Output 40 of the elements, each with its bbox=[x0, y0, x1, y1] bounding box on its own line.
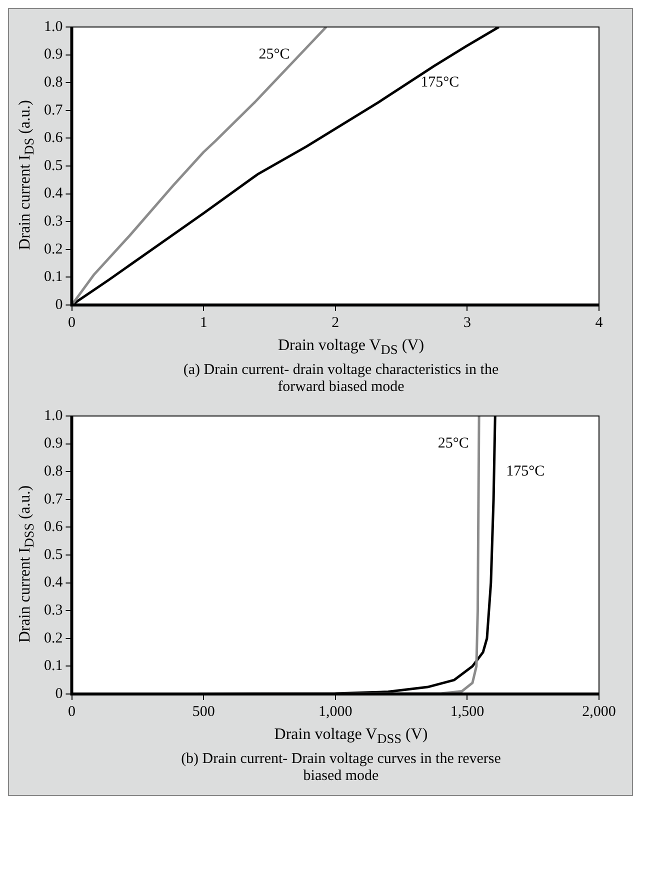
series-label: 175°C bbox=[506, 464, 545, 480]
x-axis-title: Drain voltage V$_{DS}$ (V) bbox=[276, 337, 426, 358]
x-tick-label: 2 bbox=[332, 314, 340, 331]
x-tick-label: 1,500 bbox=[450, 704, 484, 720]
x-tick-label: 0 bbox=[68, 314, 76, 331]
y-tick-label: 0.2 bbox=[44, 630, 63, 647]
series-label: 175°C bbox=[420, 74, 460, 91]
series-label: 25°C bbox=[258, 46, 290, 63]
y-tick-label: 0.1 bbox=[44, 269, 63, 286]
y-tick-label: 0.2 bbox=[44, 241, 63, 258]
x-tick-label: 1 bbox=[200, 314, 208, 331]
y-tick-label: 0.4 bbox=[44, 574, 64, 591]
x-tick-label: 0 bbox=[68, 704, 76, 720]
y-tick-label: 0.7 bbox=[44, 102, 64, 118]
text: (b) Drain current- Drain voltage curves in the reverse biased mode bbox=[180, 751, 502, 786]
y-tick-label: 0.7 bbox=[44, 492, 64, 508]
y-tick-label: 0.1 bbox=[44, 658, 63, 674]
x-axis-title: Drain voltage V$_{DSS}$ (V) bbox=[273, 726, 429, 748]
y-tick-label: 0.6 bbox=[44, 130, 64, 146]
y-tick-label: 0.9 bbox=[44, 46, 63, 63]
y-tick-label: 0 bbox=[55, 296, 63, 313]
x-tick-label: 3 bbox=[463, 314, 471, 331]
x-tick-label: 2,000 bbox=[582, 704, 616, 720]
y-tick-label: 0.5 bbox=[44, 158, 63, 174]
x-tick-label: 4 bbox=[595, 314, 604, 331]
y-tick-label: 1.0 bbox=[44, 18, 63, 35]
y-tick-label: 0.4 bbox=[44, 186, 64, 202]
y-tick-label: 0.3 bbox=[44, 602, 63, 619]
y-tick-label: 0.8 bbox=[44, 74, 63, 91]
y-tick-label: 0.8 bbox=[44, 464, 63, 480]
y-tick-label: 0.5 bbox=[44, 547, 63, 564]
y-tick-label: 1.0 bbox=[44, 408, 63, 424]
series-label: 25°C bbox=[438, 436, 469, 452]
y-tick-label: 0.9 bbox=[44, 436, 63, 452]
text: (a) Drain current- drain voltage characteristics in the forward biased mode bbox=[182, 362, 500, 396]
y-tick-label: 0.3 bbox=[44, 214, 63, 230]
x-tick-label: 500 bbox=[192, 704, 215, 720]
y-tick-label: 0 bbox=[55, 686, 63, 702]
x-tick-label: 1,000 bbox=[318, 704, 352, 720]
y-tick-label: 0.6 bbox=[44, 519, 64, 536]
